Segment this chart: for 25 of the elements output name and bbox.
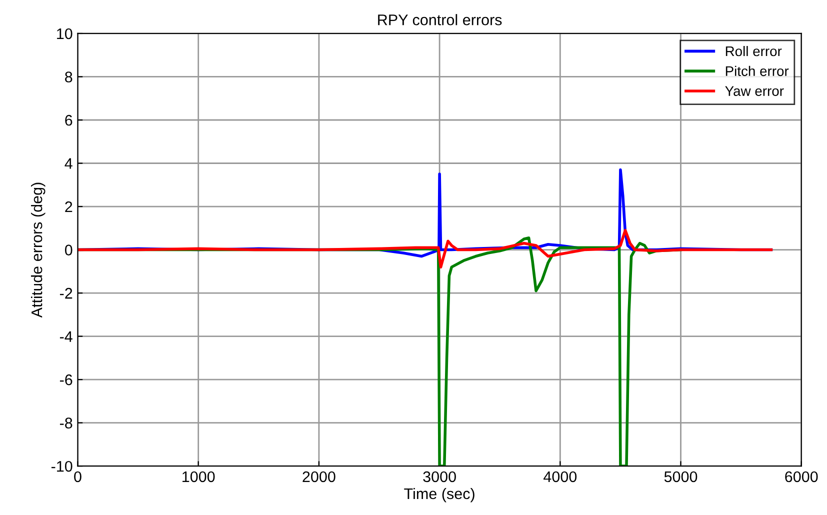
legend-label: Roll error <box>726 46 782 56</box>
y-tick-label: 6 <box>65 114 72 126</box>
y-tick-label: -8 <box>60 418 72 428</box>
x-tick-label: 5000 <box>664 471 698 482</box>
x-axis-title: Time (sec) <box>404 488 474 502</box>
y-tick-label: 4 <box>64 158 72 169</box>
x-tick-label: 0 <box>74 471 82 482</box>
y-tick-label: 2 <box>65 201 72 212</box>
x-tick-label: 4000 <box>544 471 577 482</box>
y-tick-label: 0 <box>64 244 72 256</box>
y-tick-label: -2 <box>60 288 72 299</box>
y-tick-label: 10 <box>57 28 72 40</box>
y-tick-label: -4 <box>60 331 72 342</box>
x-tick-label: 3000 <box>423 471 456 482</box>
y-tick-label: -6 <box>60 374 72 386</box>
y-tick-label: 8 <box>65 72 72 82</box>
x-tick-label: 6000 <box>785 471 818 482</box>
y-axis-title: Attitude errors (deg) <box>31 182 46 318</box>
x-tick-label: 2000 <box>302 471 336 482</box>
x-tick-label: 1000 <box>182 471 215 482</box>
legend-label: Yaw error <box>725 86 784 96</box>
y-tick-label: -10 <box>51 460 72 472</box>
legend-label: Pitch error <box>726 66 789 76</box>
line-series <box>78 228 773 268</box>
chart-title: RPY control errors <box>378 14 502 26</box>
